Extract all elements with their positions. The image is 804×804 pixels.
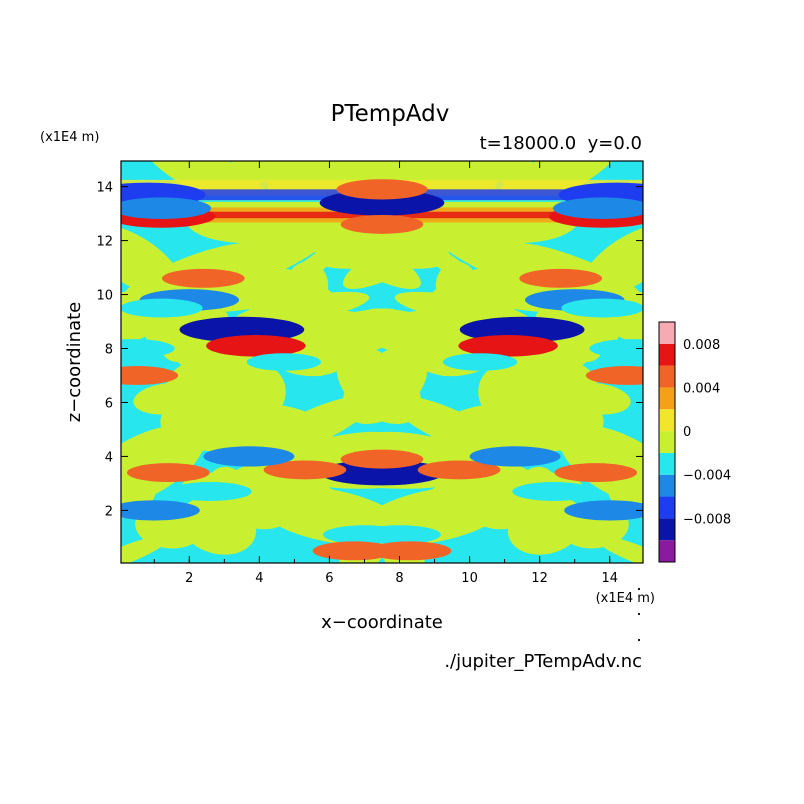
negative-feature [168,482,252,501]
negative-feature [469,446,561,467]
negative-feature [246,353,322,371]
positive-feature [206,335,306,357]
colorbar-segment [659,409,675,432]
negative-feature [121,298,203,318]
x-axis-ticks: 2 4 6 8 10 12 14 [153,161,618,586]
y-tick-label: 4 [105,450,113,465]
positive-feature [161,268,245,288]
colorbar-tick-label: 0.008 [683,338,720,353]
positive-feature [458,335,558,357]
source-filename: ./jupiter_PTempAdv.nc [444,651,642,672]
x-tick-label: 14 [601,571,618,586]
y-axis-unit: (x1E4 m) [40,130,99,145]
positive-feature [368,541,452,561]
x-axis-label: x−coordinate [321,612,443,633]
colorbar-tick-label: −0.008 [683,512,731,527]
negative-feature [203,446,295,467]
plot-frame [120,160,644,564]
colorbar-segment [659,518,675,541]
x-tick-label: 6 [325,571,333,586]
chart-title: PTempAdv [331,101,450,127]
colorbar-tick-label: 0.004 [683,381,720,396]
corner-dots [637,587,641,642]
positive-feature [126,463,210,483]
y-axis-label: z−coordinate [64,302,85,423]
colorbar-segment [659,387,675,410]
negative-feature [442,353,518,371]
positive-feature [340,214,424,234]
colorbar-tick-label: −0.004 [683,469,731,484]
y-tick-label: 2 [105,504,113,519]
negative-feature [121,339,175,358]
colorbar-segment [659,343,675,366]
field-patch [391,395,508,457]
field-patch [342,348,428,425]
negative-feature [121,197,212,220]
field-patch [121,535,169,563]
positive-feature [585,366,643,385]
colorbar-segment [659,474,675,497]
positive-feature [519,268,603,288]
x-tick-label: 2 [185,571,193,586]
colorbar-segment [659,452,675,475]
positive-feature [340,449,424,469]
chart-subtitle: t=18000.0 y=0.0 [480,133,642,154]
field-patch [270,308,398,345]
contour-field [121,161,643,563]
positive-feature [554,463,638,483]
y-tick-label: 6 [105,396,113,411]
negative-feature [121,500,200,521]
positive-feature [336,179,428,200]
positive-feature [263,460,347,480]
x-axis-unit: (x1E4 m) [596,591,655,606]
negative-feature [552,197,643,220]
field-patch [366,308,494,345]
colorbar-segment [659,540,675,562]
colorbar-segment [659,322,675,344]
colorbar-frame [658,321,676,563]
negative-feature [319,459,445,486]
y-tick-label: 10 [96,289,113,304]
field-patch [560,382,631,415]
colorbar: −0.008 −0.004 0 0.004 0.008 [658,321,731,563]
negative-feature [589,339,643,358]
negative-feature [358,525,441,545]
negative-feature [561,298,643,318]
y-tick-label: 8 [105,343,113,358]
field-patch [595,535,643,563]
y-tick-label: 14 [96,181,113,196]
x-tick-label: 10 [461,571,478,586]
colorbar-segment [659,431,675,453]
field-patch [256,395,373,457]
x-tick-label: 8 [395,571,403,586]
positive-feature [417,460,501,480]
y-axis-ticks: 2 4 6 8 10 12 14 [96,181,643,519]
field-patch [261,237,351,305]
x-tick-label: 12 [531,571,548,586]
field-patch [413,237,503,305]
negative-feature [512,482,596,501]
positive-feature [121,366,179,385]
field-patch [333,221,450,269]
y-tick-label: 12 [96,235,113,250]
negative-feature [564,500,643,521]
colorbar-segment [659,365,675,388]
x-tick-label: 4 [255,571,263,586]
field-patch [133,382,204,415]
colorbar-tick-label: 0 [683,425,691,440]
colorbar-segment [659,496,675,519]
